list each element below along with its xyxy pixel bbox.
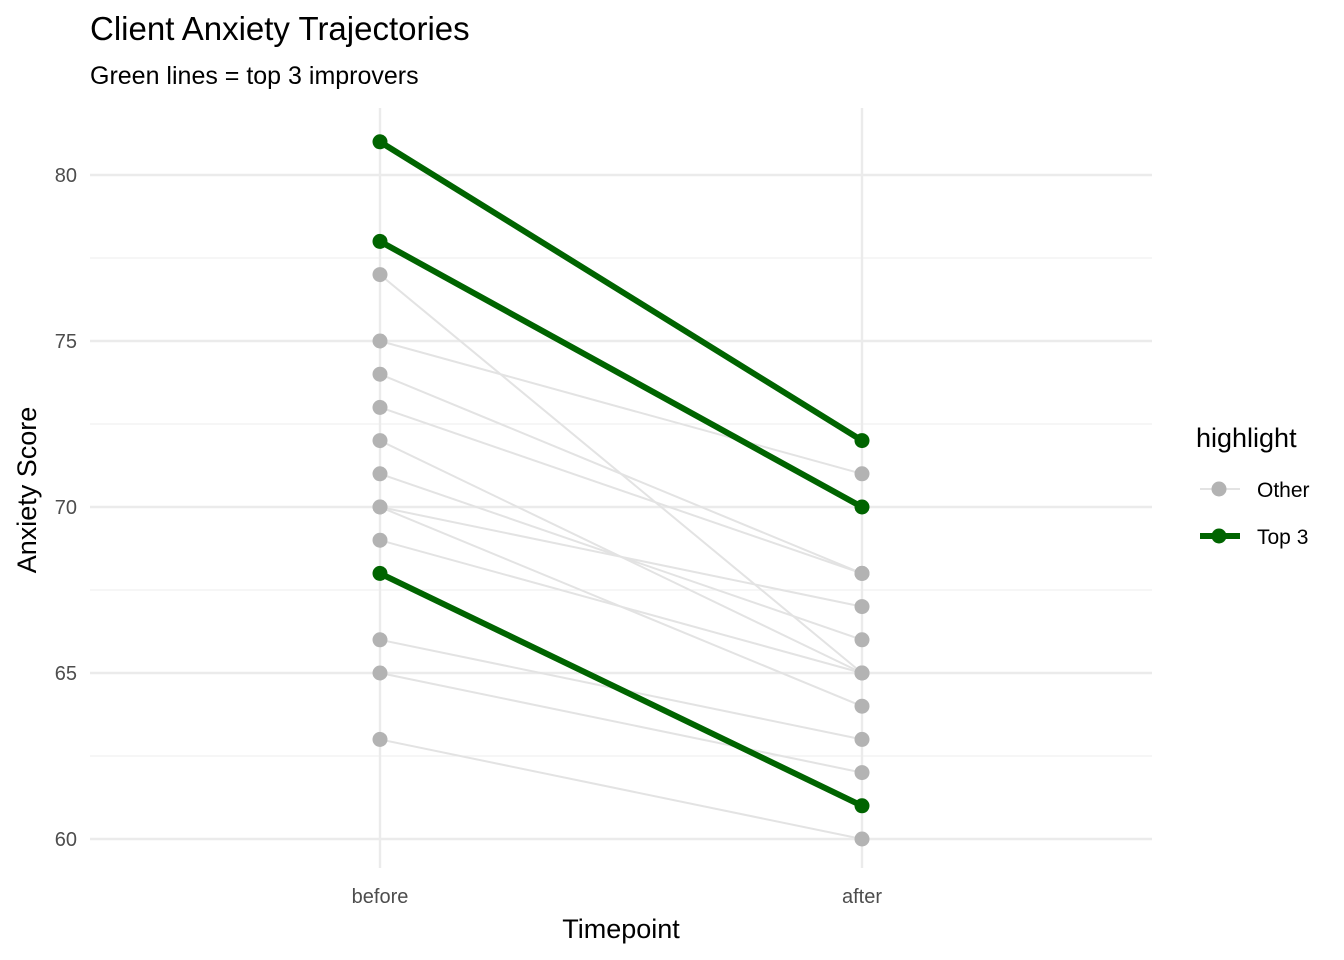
top3-point [372,233,388,249]
y-axis-ticks: 60 65 70 75 80 [55,165,77,851]
gridlines [90,108,1152,868]
other-point [372,366,388,382]
other-point [854,632,870,648]
y-tick-label: 60 [55,829,77,851]
other-lines [379,273,863,840]
legend-label-other: Other [1257,479,1310,502]
other-series-line [379,340,863,475]
y-tick-label: 70 [55,497,77,519]
chart-subtitle: Green lines = top 3 improvers [90,62,419,90]
legend-label-top3: Top 3 [1257,526,1308,549]
other-point [854,565,870,581]
other-point [372,333,388,349]
x-axis-ticks: before after [352,886,883,908]
other-point [372,665,388,681]
x-tick-label: after [842,886,882,908]
top3-series-line [378,139,864,444]
y-tick-label: 75 [55,331,77,353]
top3-point [372,134,388,150]
other-series-line [379,672,863,774]
top3-point [854,433,870,449]
x-axis-title: Timepoint [562,914,680,944]
top3-series-line [378,238,864,510]
other-point [854,599,870,615]
top3-point [372,565,388,581]
other-series-line [379,406,863,575]
other-point [372,267,388,283]
other-point [372,466,388,482]
other-point [854,665,870,681]
x-tick-label: before [352,886,409,908]
other-point [372,731,388,747]
other-point [372,399,388,415]
other-point [854,731,870,747]
top3-point [854,798,870,814]
other-point [854,765,870,781]
y-axis-title: Anxiety Score [12,407,42,574]
other-point [372,532,388,548]
other-point [854,831,870,847]
other-point [854,698,870,714]
legend: highlight Other Top 3 [1196,423,1310,549]
legend-key-other-point [1211,481,1227,497]
other-point [372,632,388,648]
other-point [372,499,388,515]
other-point [372,433,388,449]
other-series-line [379,539,863,674]
other-series-line [379,738,863,840]
other-series-line [379,506,863,608]
legend-title: highlight [1196,423,1297,453]
chart-title: Client Anxiety Trajectories [90,10,470,47]
top3-point [854,499,870,515]
other-series-line [379,373,863,575]
top3-lines [378,139,864,809]
legend-key-top3-point [1211,528,1227,544]
top3-points [372,134,870,814]
top3-series-line [378,570,864,809]
other-points [372,267,870,847]
y-tick-label: 80 [55,165,77,187]
other-point [854,466,870,482]
y-tick-label: 65 [55,663,77,685]
